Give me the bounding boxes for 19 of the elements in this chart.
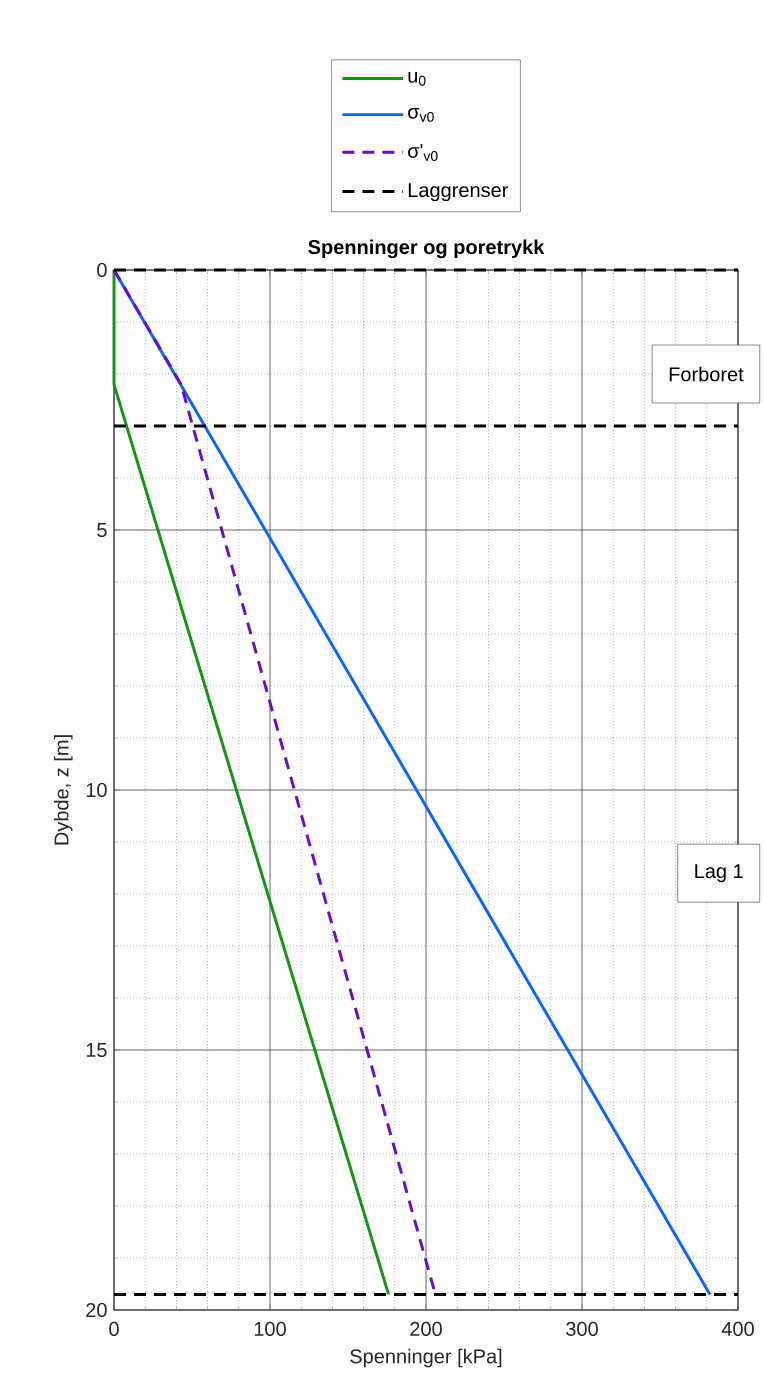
x-tick-label: 0 (109, 1321, 119, 1336)
legend-label: σ$_{v0}$ (408, 107, 434, 122)
x-tick-label: 400 (721, 1321, 754, 1336)
x-tick-label: 100 (254, 1321, 286, 1336)
legend-label: Laggrenser (408, 183, 509, 202)
annotation: Forboret (669, 366, 744, 382)
x-axis-title: Spenninger [kPa] (350, 1348, 502, 1368)
y-tick-label: 20 (86, 1302, 107, 1318)
legend-label: u$_{0}$ (408, 71, 426, 86)
y-tick-label: 15 (86, 1043, 107, 1057)
y-tick-label: 0 (97, 262, 107, 278)
y-tick-label: 5 (97, 523, 107, 537)
legend-label: σ'$_{v0}$ (408, 143, 438, 162)
y-tick-label: 10 (86, 782, 107, 798)
y-axis-title: Dybde, z [m] (53, 735, 73, 845)
x-tick-label: 200 (410, 1321, 442, 1336)
annotation: Lag 1 (695, 864, 743, 883)
x-tick-label: 300 (566, 1321, 598, 1336)
chart-title: Spenninger og poretrykk (308, 239, 545, 259)
